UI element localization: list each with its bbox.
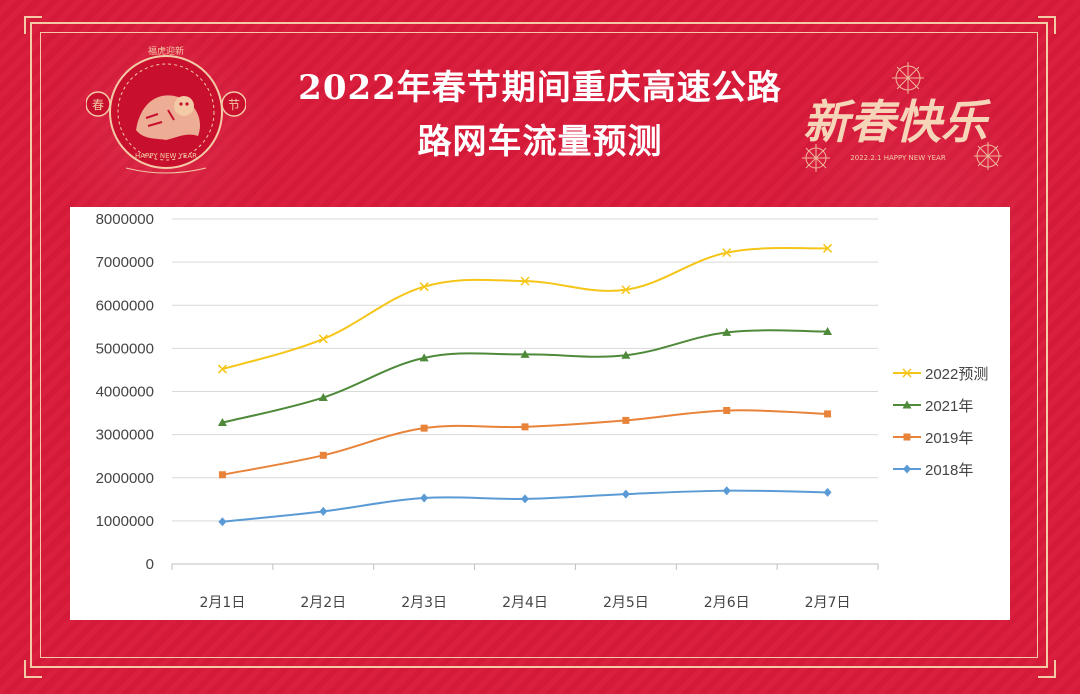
series-2	[218, 406, 832, 479]
frame-corner	[1038, 16, 1056, 34]
tick-labels: 0 1000000 2000000 3000000 4000000 5000000 6000…	[96, 211, 851, 611]
data-point	[420, 493, 429, 503]
series-1	[217, 327, 833, 427]
x-tick-label: 2月4日	[502, 595, 548, 611]
data-point	[621, 285, 631, 295]
data-point	[722, 248, 732, 258]
legend-label: 2022预测	[925, 365, 989, 383]
outer-frame	[30, 22, 1048, 668]
y-tick-label: 8000000	[96, 211, 154, 228]
line-chart: 0 1000000 2000000 3000000 4000000 5000000 6000…	[96, 211, 879, 611]
inner-frame	[40, 32, 1038, 658]
data-point	[318, 393, 328, 402]
emblem-right-char: 节	[228, 98, 240, 112]
data-point	[722, 486, 731, 496]
data-point	[722, 327, 732, 336]
y-tick-label: 6000000	[96, 297, 154, 314]
data-point	[723, 406, 731, 414]
data-point	[419, 353, 429, 362]
tiger-emblem-icon: 春 节 福虎迎新 HAPPY NEW YEAR	[86, 45, 246, 174]
series-layer	[217, 243, 833, 527]
x-tick-label: 2月6日	[704, 595, 750, 611]
data-point	[902, 368, 912, 378]
series-line	[222, 409, 828, 476]
legend-item: 2018年	[893, 453, 1003, 485]
legend: 2022预测 2021年 2019年 2018年	[893, 357, 1003, 485]
legend-swatch-icon	[893, 400, 921, 409]
data-point	[622, 416, 630, 424]
emblem-left-char: 春	[92, 98, 104, 112]
data-point	[520, 276, 530, 286]
data-point	[319, 506, 328, 516]
legend-swatch-icon	[893, 368, 921, 378]
data-point	[420, 424, 428, 432]
data-point	[520, 349, 530, 358]
data-point	[903, 433, 911, 441]
legend-label: 2018年	[925, 461, 974, 479]
page-title-line1: 2022年春节期间重庆高速公路	[298, 68, 782, 108]
legend-swatch-icon	[893, 433, 921, 441]
data-point	[319, 451, 327, 459]
x-tick-label: 2月5日	[603, 595, 649, 611]
greeting-calligraphy: 新春快乐 2022.2.1 HAPPY NEW YEAR	[802, 62, 1002, 172]
greeting-caption: 2022.2.1 HAPPY NEW YEAR	[850, 154, 946, 162]
y-tick-label: 0	[146, 556, 154, 573]
data-point	[621, 489, 630, 499]
emblem-caption: HAPPY NEW YEAR	[135, 152, 197, 160]
data-point	[621, 350, 631, 359]
data-point	[823, 487, 832, 497]
grid-lines	[172, 218, 878, 522]
y-tick-label: 1000000	[96, 513, 154, 530]
x-tick-label: 2月1日	[200, 595, 246, 611]
data-point	[318, 334, 328, 344]
emblem-text: 福虎迎新	[148, 45, 184, 57]
x-tick-label: 2月7日	[805, 595, 851, 611]
page-title-line2: 路网车流量预测	[417, 122, 663, 162]
y-tick-label: 3000000	[96, 427, 154, 444]
data-point	[903, 464, 911, 474]
data-point	[521, 423, 529, 431]
data-point	[824, 410, 832, 418]
data-point	[217, 418, 227, 427]
data-point	[823, 243, 833, 253]
data-point	[521, 494, 529, 504]
legend-label: 2021年	[925, 397, 974, 415]
y-tick-label: 5000000	[96, 340, 154, 357]
legend-item: 2022预测	[893, 357, 1003, 389]
series-line	[222, 329, 828, 424]
chart-panel: 0 1000000 2000000 3000000 4000000 5000000 6000…	[70, 207, 1010, 620]
series-3	[218, 486, 832, 527]
x-tick-label: 2月2日	[300, 595, 346, 611]
data-point	[902, 400, 912, 409]
data-point	[218, 471, 226, 479]
legend-item: 2021年	[893, 389, 1003, 421]
y-tick-label: 2000000	[96, 470, 154, 487]
axes	[171, 563, 879, 570]
frame-corner	[24, 16, 42, 34]
data-point	[823, 327, 833, 336]
data-point	[218, 517, 227, 527]
series-0	[217, 243, 833, 374]
frame-corner	[24, 660, 42, 678]
legend-item: 2019年	[893, 421, 1003, 453]
y-tick-label: 7000000	[96, 254, 154, 271]
data-point	[419, 282, 429, 292]
x-tick-label: 2月3日	[401, 595, 447, 611]
data-point	[217, 364, 227, 374]
legend-label: 2019年	[925, 429, 974, 447]
greeting-text: 新春快乐	[803, 95, 992, 149]
legend-swatch-icon	[893, 464, 921, 474]
y-tick-label: 4000000	[96, 384, 154, 401]
frame-corner	[1038, 660, 1056, 678]
